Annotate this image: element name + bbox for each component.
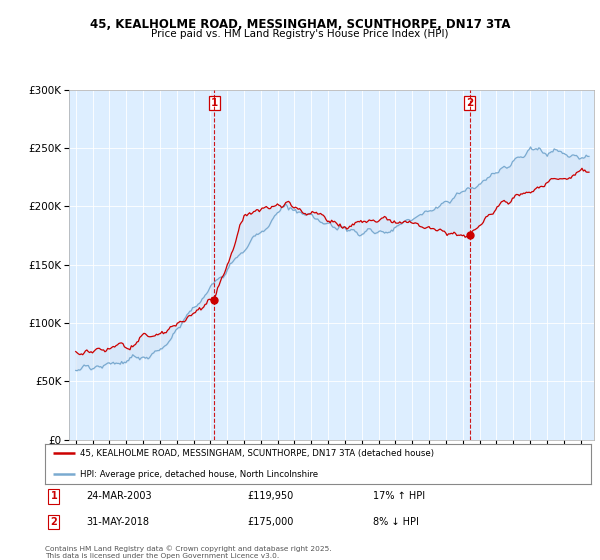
Text: Price paid vs. HM Land Registry's House Price Index (HPI): Price paid vs. HM Land Registry's House …	[151, 29, 449, 39]
Text: £119,950: £119,950	[247, 491, 293, 501]
Text: HPI: Average price, detached house, North Lincolnshire: HPI: Average price, detached house, Nort…	[80, 470, 319, 479]
Text: 1: 1	[211, 99, 218, 108]
Text: 2: 2	[50, 517, 57, 526]
Text: 45, KEALHOLME ROAD, MESSINGHAM, SCUNTHORPE, DN17 3TA (detached house): 45, KEALHOLME ROAD, MESSINGHAM, SCUNTHOR…	[80, 449, 434, 458]
Text: 45, KEALHOLME ROAD, MESSINGHAM, SCUNTHORPE, DN17 3TA: 45, KEALHOLME ROAD, MESSINGHAM, SCUNTHOR…	[90, 18, 510, 31]
Text: 1: 1	[50, 491, 57, 501]
Text: 2: 2	[466, 99, 473, 108]
Text: 31-MAY-2018: 31-MAY-2018	[86, 517, 149, 526]
Text: £175,000: £175,000	[247, 517, 293, 526]
Text: 24-MAR-2003: 24-MAR-2003	[86, 491, 152, 501]
Text: Contains HM Land Registry data © Crown copyright and database right 2025.
This d: Contains HM Land Registry data © Crown c…	[45, 545, 332, 559]
Text: 8% ↓ HPI: 8% ↓ HPI	[373, 517, 418, 526]
Text: 17% ↑ HPI: 17% ↑ HPI	[373, 491, 425, 501]
